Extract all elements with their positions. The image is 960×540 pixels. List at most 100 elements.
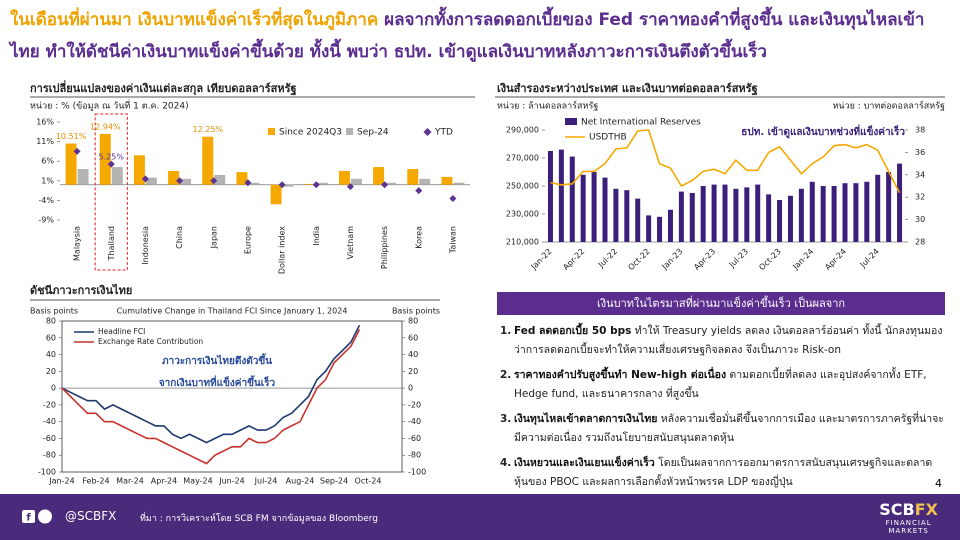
value-label: 12.25%	[193, 125, 224, 134]
bar	[282, 184, 294, 187]
bar	[77, 169, 89, 185]
y2-tick-label: 60	[408, 333, 418, 342]
bar	[569, 156, 575, 242]
y2-tick-label: -60	[408, 434, 421, 443]
logo-sub: FINANCIAL	[885, 519, 932, 527]
y-tick-label: 210,000	[506, 238, 539, 247]
x-tick-label: Jan-23	[660, 247, 685, 272]
x-tick-label: Jul-23	[727, 247, 750, 270]
y2-tick-label: -40	[408, 417, 421, 426]
value-label: 10.51%	[56, 132, 87, 141]
item-text: หลังความเชื่อมั่นดีขึ้นจากการเมือง และมา…	[514, 413, 944, 444]
y-tick-label: 0	[51, 384, 56, 393]
x-tick-label: Jan-24	[48, 477, 74, 486]
handle: @SCBFX	[65, 509, 117, 523]
item-text: โดยเป็นผลจากการออกมาตรการสนับสนุนเศรษฐกิ…	[514, 457, 933, 488]
bar	[711, 184, 717, 242]
y-tick-label: -9%	[38, 216, 54, 225]
bar	[419, 178, 431, 185]
item-lead: เงินทุนไหลเข้าตลาดการเงินไทย	[514, 413, 658, 425]
marker	[141, 175, 149, 183]
bar	[646, 215, 652, 242]
value-label: 5.25%	[99, 153, 125, 162]
x-tick-label: Jul-24	[254, 477, 278, 486]
item-number: 3.	[500, 413, 512, 425]
bar	[777, 200, 783, 242]
annotation: จากเงินบาทที่แข็งค่าขึ้นเร็ว	[159, 375, 276, 389]
marker	[449, 194, 457, 202]
item-lead: Fed ลดดอกเบี้ย 50 bps	[514, 325, 632, 337]
bar	[744, 187, 750, 242]
panel-item: 4. เงินหยวนและเงินเยนแข็งค่าเร็ว โดยเป็นผ…	[500, 454, 945, 492]
y-tick-label: 1%	[41, 176, 54, 185]
logo-a: SCB	[879, 500, 915, 519]
marker	[278, 181, 286, 189]
footer: f @SCBFX ที่มา : การวิเคราะห์โดย SCB FM …	[0, 494, 960, 540]
x-tick-label: Oct-24	[355, 477, 382, 486]
marker	[244, 179, 252, 187]
y-tick-label: 60	[46, 333, 56, 342]
bar	[798, 188, 804, 242]
y-tick-label: 6%	[41, 157, 54, 166]
x-tick-label: Indonesia	[141, 226, 150, 265]
x-tick-label: Jan-22	[529, 247, 554, 272]
legend-label: Net International Reserves	[581, 118, 701, 128]
bar	[304, 183, 316, 185]
bar	[613, 188, 619, 242]
bar	[733, 188, 739, 242]
bar	[667, 209, 673, 242]
annotation: ภาวะการเงินไทยตึงตัวขึ้น	[162, 353, 272, 367]
bar	[65, 143, 77, 185]
bar	[602, 177, 608, 242]
legend-swatch	[346, 128, 353, 135]
bar	[700, 186, 706, 242]
marker	[176, 177, 184, 185]
y2-tick-label: 20	[408, 367, 418, 376]
logo-b: FX	[914, 500, 938, 519]
x-tick-label: China	[175, 226, 184, 249]
y-tick-label: 250,000	[506, 182, 539, 191]
item-text: ตามดอกเบี้ยที่ลดลง และอุปสงค์จากทั้ง ETF…	[514, 369, 927, 400]
highlight-box	[94, 113, 128, 271]
bar	[180, 178, 192, 185]
bar	[373, 167, 385, 185]
bar	[145, 177, 157, 185]
x-tick-label: Apr-24	[151, 477, 177, 486]
y-tick-label: 270,000	[506, 154, 539, 163]
panel-item: 2. ราคาทองคำปรับสูงขึ้นทำ New-high ต่อเนื…	[500, 366, 945, 404]
item-number: 1.	[500, 325, 512, 337]
line	[550, 129, 901, 194]
x-tick-label: Jan-24	[790, 247, 815, 272]
bar	[657, 216, 663, 242]
x-tick-label: Oct-23	[757, 247, 782, 272]
line	[61, 329, 361, 465]
chart-title: การเปลี่ยนแปลงของค่าเงินแต่ละสกุล เทียบด…	[30, 80, 297, 96]
bar	[591, 172, 597, 242]
y-tick-label: -20	[43, 400, 56, 409]
marker	[346, 183, 354, 191]
chart-title: เงินสำรองระหว่างประเทศ และเงินบาทต่อดอลล…	[497, 82, 758, 96]
y-tick-label: 11%	[36, 137, 54, 146]
bar	[755, 184, 761, 242]
bar	[453, 182, 465, 185]
bar	[558, 149, 564, 242]
y-tick-label: -100	[38, 468, 56, 477]
x-tick-label: Oct-22	[626, 247, 651, 272]
y-tick-label: 40	[46, 350, 56, 359]
y2-axis-label: หน่วย : บาทต่อดอลลาร์สหรัฐ	[832, 100, 945, 112]
bar	[99, 133, 111, 185]
marker	[415, 187, 423, 195]
bar	[407, 169, 419, 185]
item-lead: เงินหยวนและเงินเยนแข็งค่าเร็ว	[514, 457, 655, 469]
item-body: เงินทุนไหลเข้าตลาดการเงินไทย หลังความเชื…	[514, 410, 945, 448]
plot-frame	[61, 320, 403, 473]
y-tick-label: -4%	[38, 196, 54, 205]
bar	[236, 172, 248, 185]
svg-text:f: f	[26, 513, 31, 524]
header-title: ในเดือนที่ผ่านมา เงินบาทแข็งค่าเร็วที่สุ…	[10, 4, 950, 68]
x-tick-label: Jul-24	[858, 247, 881, 270]
y-tick-label: 230,000	[506, 210, 539, 219]
page-number: 4	[935, 477, 942, 490]
marker	[73, 147, 81, 155]
